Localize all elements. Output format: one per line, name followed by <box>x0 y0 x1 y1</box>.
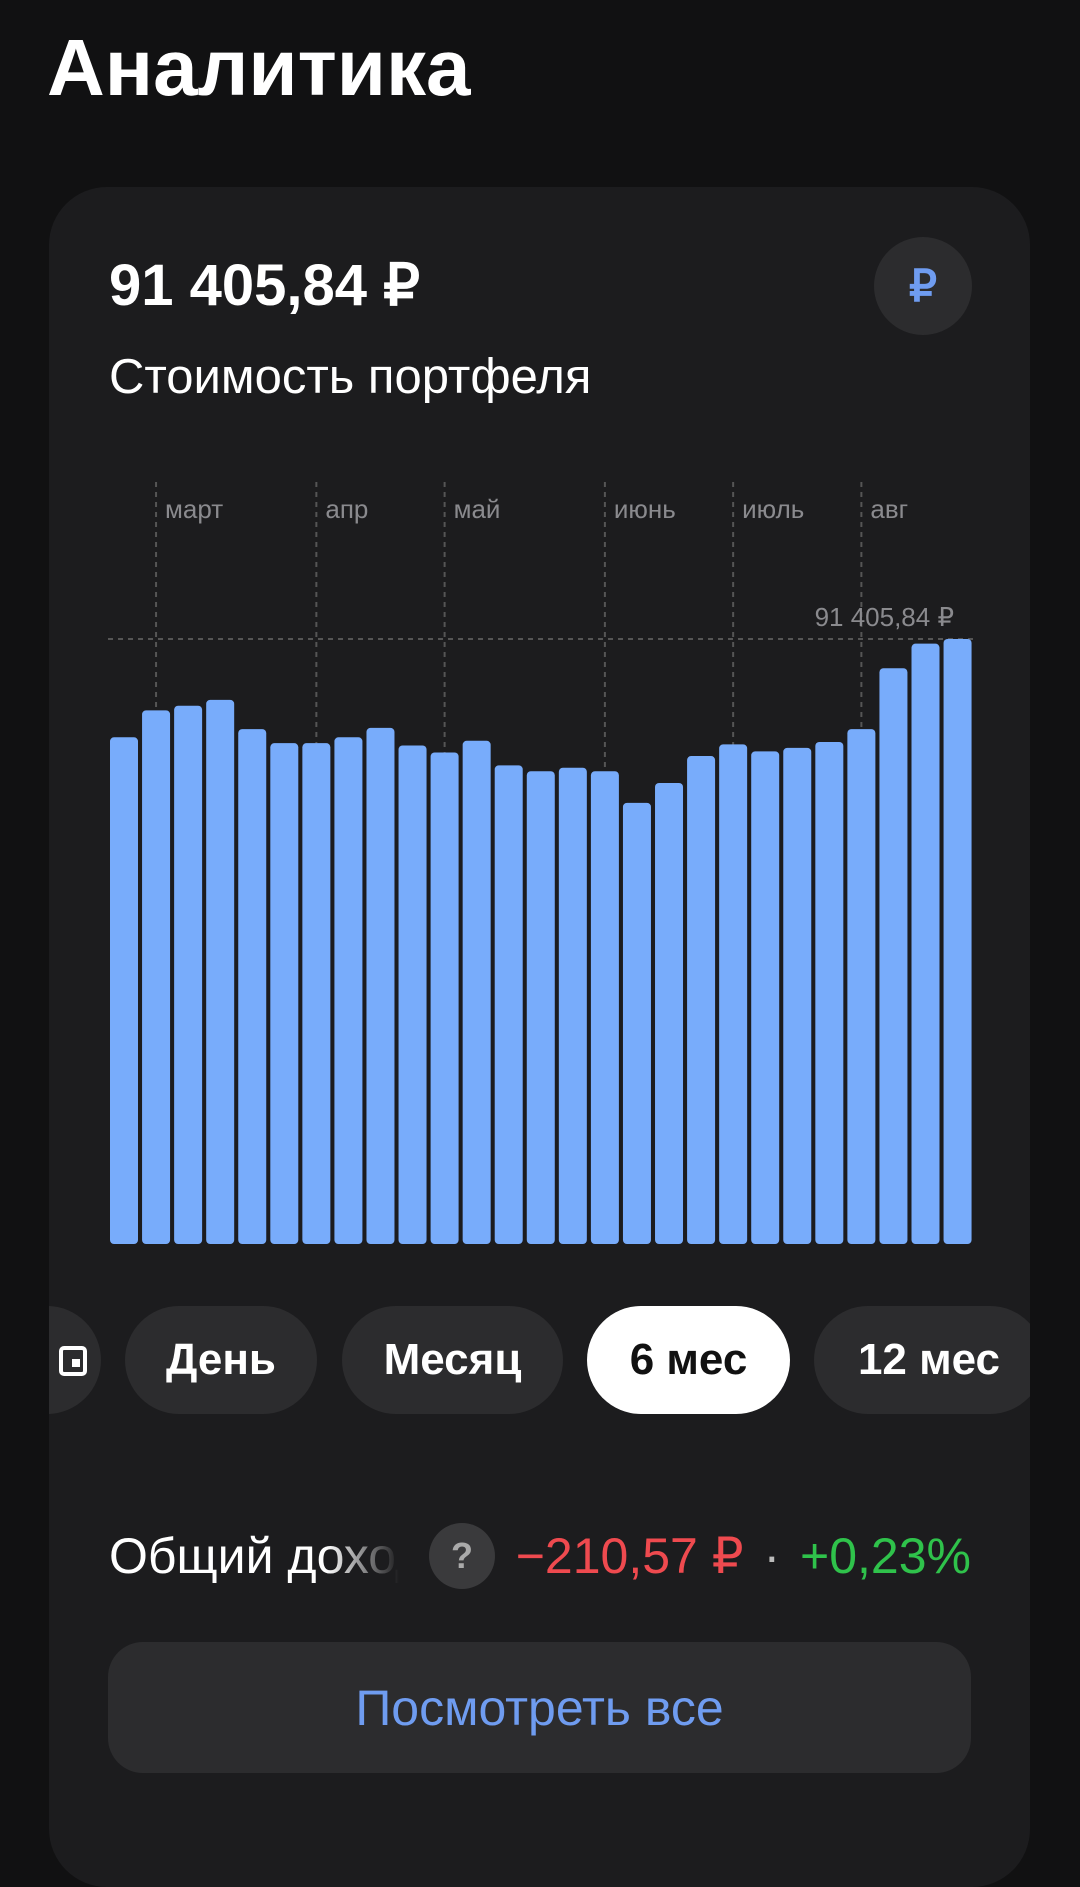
month-label: июль <box>742 494 804 524</box>
bar <box>398 745 427 1244</box>
period-button[interactable]: 6 мес <box>587 1306 790 1414</box>
bar <box>558 767 587 1244</box>
bar <box>879 668 908 1244</box>
bar <box>206 699 235 1244</box>
bar <box>911 643 940 1244</box>
currency-button[interactable]: ₽ <box>874 237 972 335</box>
bar <box>590 771 619 1244</box>
page-title: Аналитика <box>47 23 471 112</box>
month-label: авг <box>870 494 908 524</box>
bar <box>334 737 363 1244</box>
month-label: апр <box>325 494 368 524</box>
analytics-card: 91 405,84 ₽ ₽ Стоимость портфеля март апр… <box>49 187 1030 1887</box>
bar <box>815 741 844 1244</box>
bar <box>366 727 395 1244</box>
view-all-button[interactable]: Посмотреть все <box>108 1642 971 1773</box>
bar <box>494 765 523 1244</box>
income-values: −210,57 ₽ · +0,23% <box>516 1527 971 1585</box>
bar <box>110 737 138 1244</box>
month-label: июнь <box>614 494 676 524</box>
bar <box>238 729 267 1244</box>
bar <box>430 752 459 1244</box>
separator: · <box>763 1528 781 1584</box>
month-label: март <box>165 494 223 524</box>
page: Аналитика 91 405,84 ₽ ₽ Стоимость портфе… <box>47 23 1030 1887</box>
period-button[interactable]: Месяц <box>342 1306 563 1414</box>
help-button[interactable]: ? <box>429 1523 495 1589</box>
bar <box>847 729 876 1244</box>
bar <box>751 751 780 1244</box>
bar <box>622 802 651 1244</box>
calendar-icon <box>59 1346 87 1376</box>
bar <box>943 639 972 1244</box>
bar <box>719 744 748 1244</box>
bar <box>783 747 812 1244</box>
period-button[interactable]: День <box>125 1306 317 1414</box>
income-label: Общий доход <box>109 1528 399 1584</box>
bar <box>142 710 171 1244</box>
bar <box>655 782 684 1244</box>
bar <box>174 705 203 1244</box>
bar <box>302 743 331 1244</box>
portfolio-amount: 91 405,84 ₽ <box>109 253 421 318</box>
month-label: май <box>454 494 501 524</box>
income-percent: +0,23% <box>800 1528 971 1584</box>
reference-label: 91 405,84 ₽ <box>815 602 954 632</box>
bar <box>687 756 716 1244</box>
income-amount: −210,57 ₽ <box>515 1528 744 1584</box>
calendar-button[interactable] <box>49 1306 101 1414</box>
bar <box>462 740 491 1244</box>
portfolio-subtitle: Стоимость портфеля <box>109 350 592 404</box>
period-button[interactable]: 12 мес <box>814 1306 1030 1414</box>
bar <box>526 771 555 1244</box>
bar <box>270 743 299 1244</box>
chart: март апр май июнь июль авг 91 405,84 ₽ <box>108 482 976 1244</box>
